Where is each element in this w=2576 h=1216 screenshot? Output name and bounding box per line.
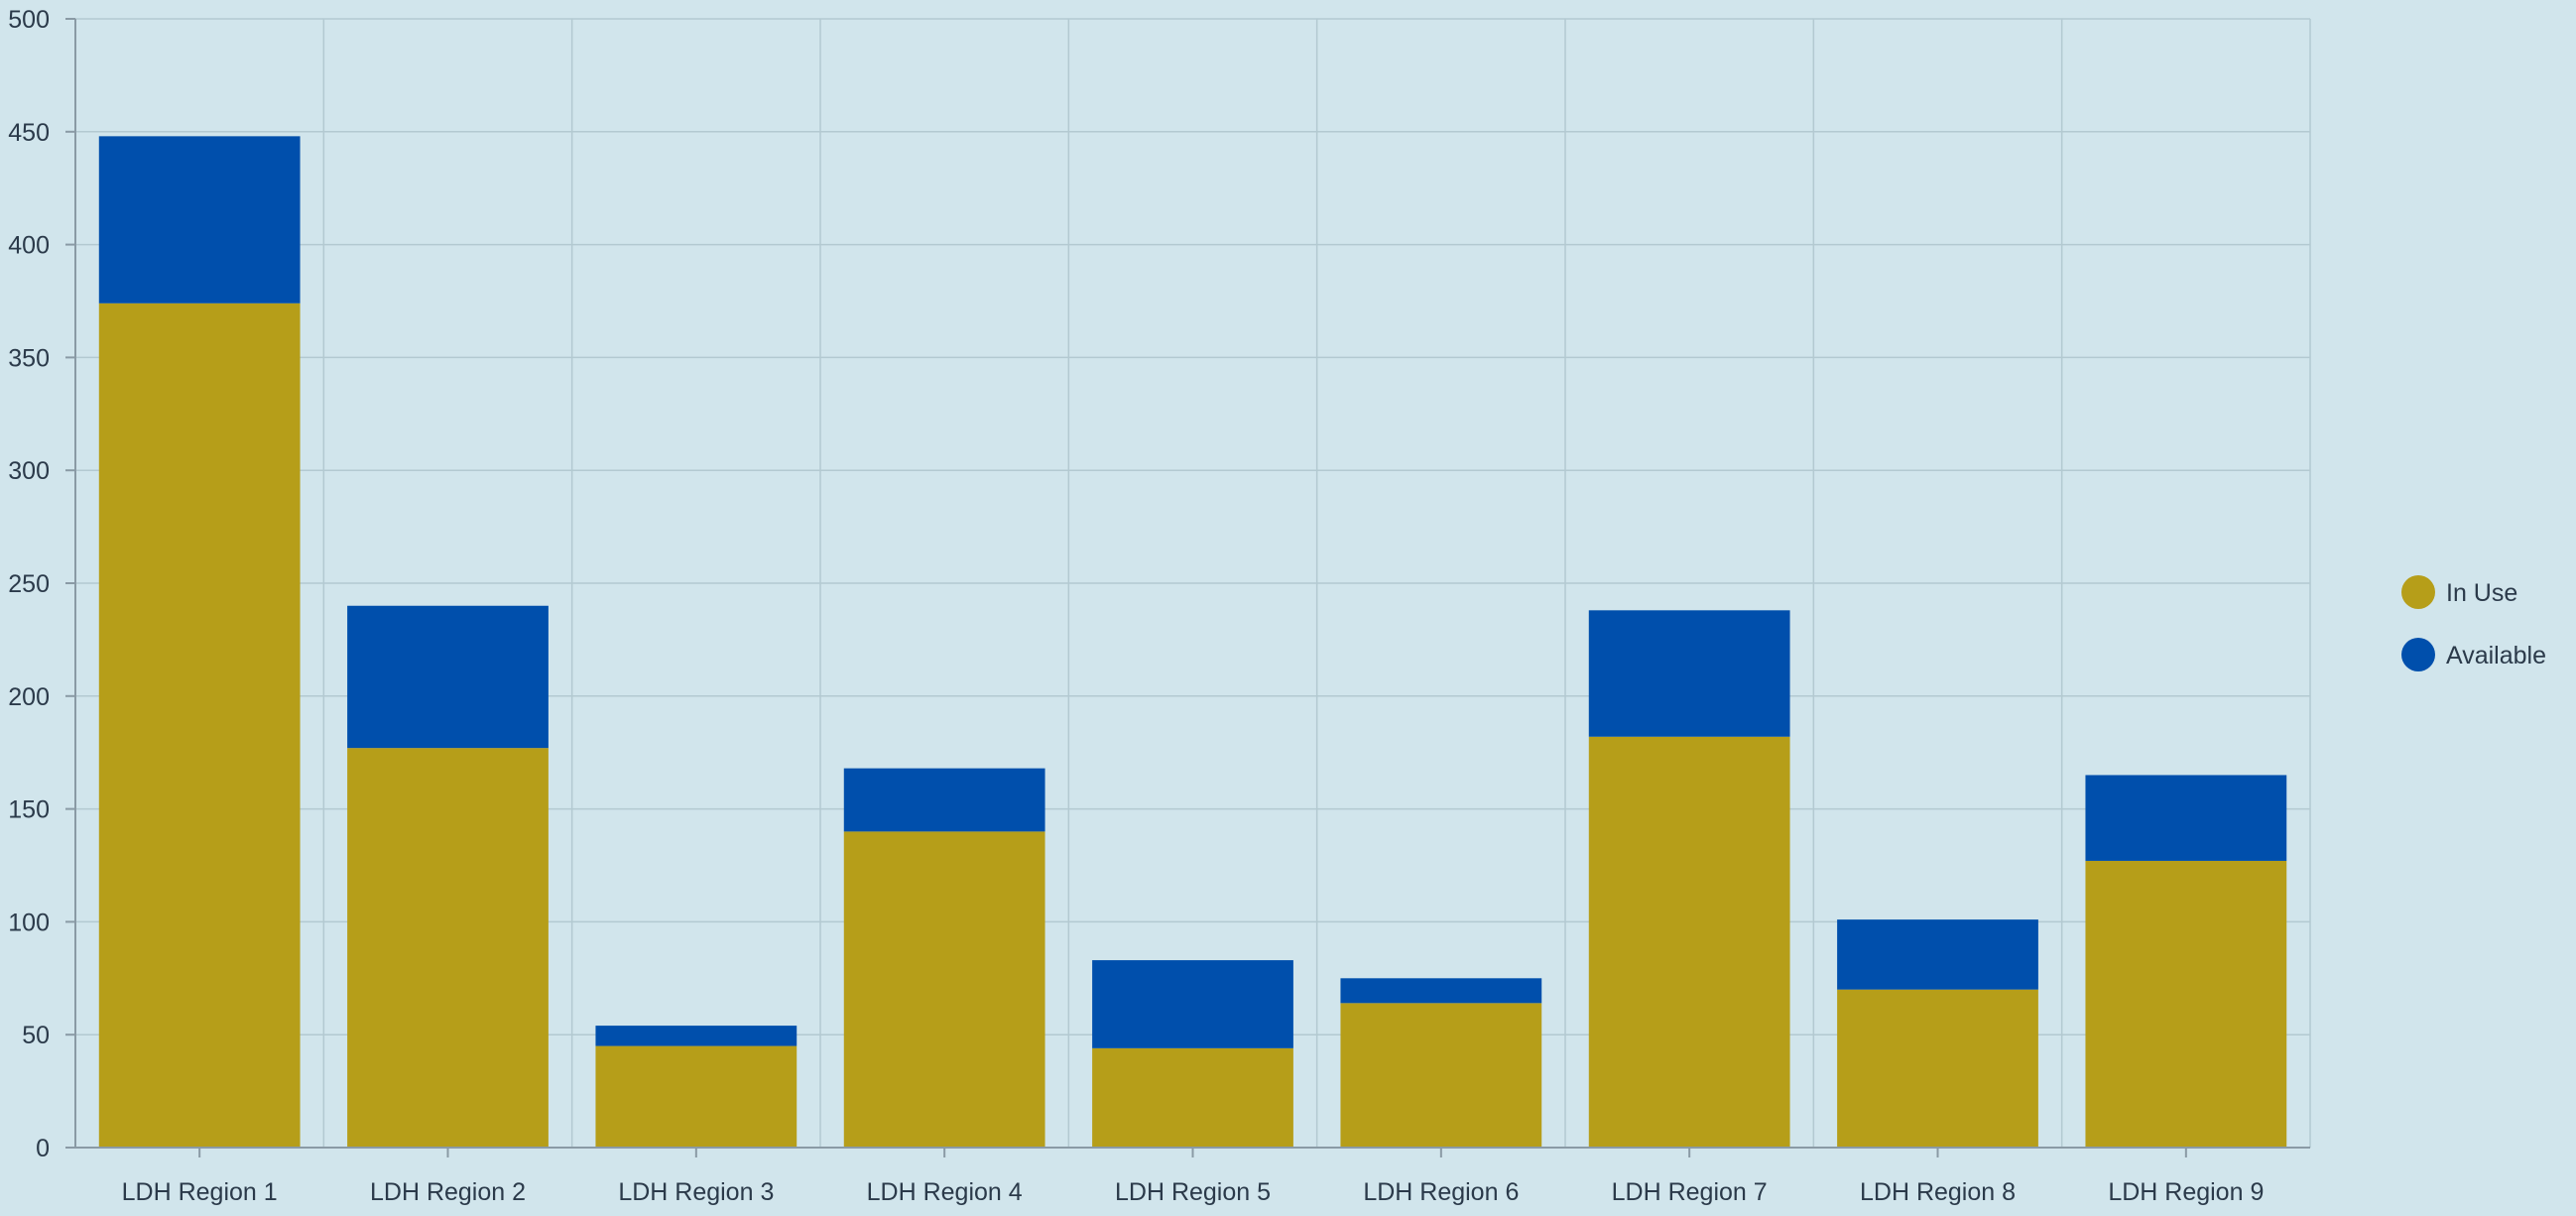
legend-label-in-use: In Use — [2446, 579, 2517, 607]
y-tick-label: 200 — [8, 683, 50, 711]
bar-available-region-2 — [347, 605, 549, 749]
y-tick-label: 300 — [8, 457, 50, 485]
y-tick-label: 50 — [22, 1022, 50, 1049]
legend-swatch-in-use — [2401, 575, 2435, 609]
bar-available-region-1 — [98, 136, 301, 304]
bar-in-use-region-3 — [595, 1045, 797, 1148]
bar-available-region-3 — [595, 1026, 797, 1046]
x-tick-label: LDH Region 7 — [1612, 1178, 1768, 1206]
bar-in-use-region-9 — [2085, 860, 2287, 1148]
y-tick-label: 150 — [8, 796, 50, 824]
bar-in-use-region-2 — [347, 748, 549, 1148]
x-tick-label: LDH Region 9 — [2108, 1178, 2264, 1206]
x-tick-label: LDH Region 6 — [1363, 1178, 1519, 1206]
y-tick-label: 100 — [8, 909, 50, 936]
y-tick-label: 450 — [8, 119, 50, 147]
bar-available-region-5 — [1092, 960, 1293, 1048]
x-tick-label: LDH Region 8 — [1860, 1178, 2016, 1206]
x-tick-label: LDH Region 1 — [122, 1178, 278, 1206]
y-tick-label: 350 — [8, 344, 50, 372]
y-tick-label: 500 — [8, 6, 50, 34]
bar-available-region-4 — [843, 768, 1045, 832]
bar-available-region-9 — [2085, 775, 2287, 861]
x-tick-label: LDH Region 3 — [618, 1178, 774, 1206]
y-tick-label: 250 — [8, 570, 50, 598]
bar-in-use-region-6 — [1340, 1003, 1542, 1148]
bar-in-use-region-1 — [98, 303, 301, 1148]
bar-in-use-region-4 — [843, 831, 1045, 1148]
legend: In Use Available — [2401, 575, 2546, 671]
bar-in-use-region-5 — [1092, 1047, 1293, 1148]
legend-swatch-available — [2401, 638, 2435, 671]
bar-in-use-region-7 — [1588, 736, 1790, 1148]
x-tick-label: LDH Region 2 — [370, 1178, 526, 1206]
x-tick-label: LDH Region 4 — [867, 1178, 1023, 1206]
axes: 0 50 100 150 200 250 300 350 400 450 500 LDH Region… — [8, 6, 2310, 1206]
bar-in-use-region-8 — [1837, 989, 2038, 1148]
x-tick-label: LDH Region 5 — [1115, 1178, 1271, 1206]
bar-available-region-6 — [1340, 978, 1542, 1004]
legend-label-available: Available — [2446, 642, 2546, 669]
bars — [98, 136, 2287, 1148]
bar-available-region-8 — [1837, 919, 2038, 990]
bar-available-region-7 — [1588, 610, 1790, 737]
y-tick-label: 400 — [8, 232, 50, 260]
y-tick-label: 0 — [36, 1135, 50, 1162]
